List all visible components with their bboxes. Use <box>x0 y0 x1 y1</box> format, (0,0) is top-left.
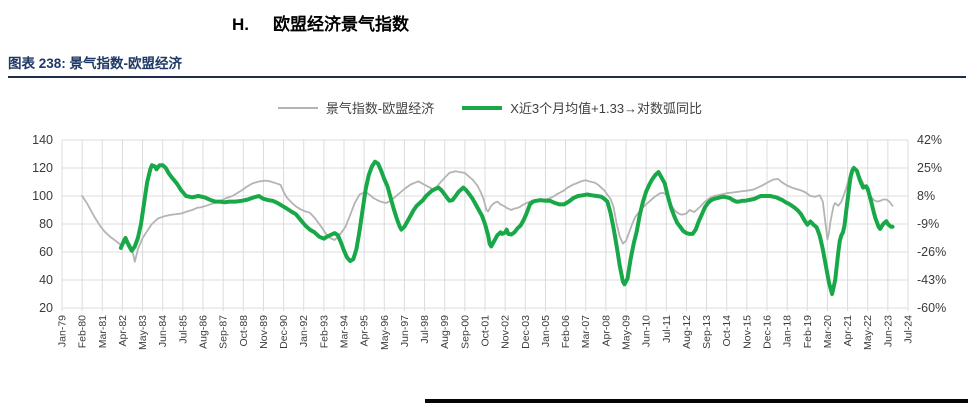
x-axis-tick-label: Mar-07 <box>580 315 592 348</box>
x-axis-tick-label: Nov-89 <box>258 315 270 349</box>
x-axis-tick-label: Aug-12 <box>681 315 693 349</box>
x-axis-tick-label: Mar-81 <box>97 315 109 348</box>
x-axis-tick-label: Dec-03 <box>520 315 532 349</box>
legend-label-transform: X近3个月均值+1.33→对数弧同比 <box>510 101 703 116</box>
x-axis-tick-label: Dec-16 <box>762 315 774 349</box>
x-axis-tick-label: Jul-98 <box>419 315 431 344</box>
section-number: H. <box>232 15 249 34</box>
x-axis-tick-label: Jul-24 <box>903 315 915 344</box>
x-axis-tick-label: May-09 <box>621 315 633 350</box>
caption-divider <box>8 76 966 78</box>
x-axis-tick-label: Oct-14 <box>721 315 733 347</box>
x-axis-tick-label: Jan-92 <box>298 315 310 347</box>
legend-label-index: 景气指数-欧盟经济 <box>325 101 435 116</box>
x-axis-tick-label: Apr-08 <box>600 315 612 347</box>
x-axis-tick-label: Apr-82 <box>117 315 129 347</box>
x-axis-tick-label: Aug-86 <box>198 315 210 349</box>
x-axis-tick-label: Sep-00 <box>459 315 471 349</box>
x-axis-tick-label: Feb-93 <box>318 315 330 348</box>
x-axis-tick-label: Feb-80 <box>77 315 89 348</box>
y-axis-left-tick-label: 120 <box>32 161 53 175</box>
section-title: 欧盟经济景气指数 <box>273 15 409 34</box>
x-axis-tick-label: Apr-95 <box>359 315 371 347</box>
figure-caption: 图表 238: 景气指数-欧盟经济 <box>8 56 183 71</box>
x-axis-tick-label: Jun-84 <box>157 315 169 347</box>
x-axis-tick-label: Nov-02 <box>500 315 512 349</box>
y-axis-left-tick-label: 100 <box>32 189 53 203</box>
x-axis-tick-label: Jul-11 <box>661 315 673 343</box>
y-axis-left-tick-label: 80 <box>39 217 53 231</box>
x-axis-tick-label: Aug-99 <box>439 315 451 349</box>
y-axis-right-tick-label: -43% <box>917 273 946 287</box>
y-axis-left-tick-label: 40 <box>39 273 53 287</box>
legend-item-index: 景气指数-欧盟经济 <box>277 98 435 117</box>
chart-legend: 景气指数-欧盟经济 X近3个月均值+1.33→对数弧同比 <box>0 98 980 117</box>
x-axis-tick-label: Jun-10 <box>641 315 653 347</box>
y-axis-right-tick-label: -26% <box>917 245 946 259</box>
y-axis-right-tick-label: 25% <box>917 161 942 175</box>
y-axis-right-tick-label: -9% <box>917 217 939 231</box>
x-axis-tick-label: Jan-18 <box>782 315 794 347</box>
x-axis-tick-label: Sep-87 <box>218 315 230 349</box>
x-axis-tick-label: Jan-05 <box>540 315 552 347</box>
x-axis-tick-label: Jun-97 <box>399 315 411 347</box>
x-axis-tick-label: Nov-15 <box>741 315 753 349</box>
legend-item-transform: X近3个月均值+1.33→对数弧同比 <box>462 98 702 117</box>
x-axis-tick-label: Feb-19 <box>802 315 814 348</box>
y-axis-right-tick-label: 8% <box>917 189 935 203</box>
x-axis-tick-label: Jun-23 <box>882 315 894 347</box>
x-axis-tick-label: May-96 <box>379 315 391 350</box>
x-axis-tick-label: Sep-13 <box>701 315 713 349</box>
x-axis-tick-label: Oct-88 <box>238 315 250 347</box>
x-axis-tick-label: Jul-85 <box>177 315 189 344</box>
x-axis-tick-label: May-83 <box>137 315 149 350</box>
series-line-sentiment-index <box>81 165 894 263</box>
y-axis-left-tick-label: 140 <box>32 133 53 147</box>
x-axis-tick-label: Oct-01 <box>480 315 492 347</box>
x-axis-tick-label: May-22 <box>862 315 874 350</box>
x-axis-tick-label: Apr-21 <box>842 315 854 347</box>
x-axis-tick-label: Mar-20 <box>822 315 834 348</box>
x-axis-tick-label: Feb-06 <box>560 315 572 348</box>
x-axis-tick-label: Dec-90 <box>278 315 290 349</box>
y-axis-left-tick-label: 20 <box>39 301 53 315</box>
gray-line-swatch <box>277 106 318 109</box>
y-axis-right-tick-label: 42% <box>917 133 942 147</box>
y-axis-left-tick-label: 60 <box>39 245 53 259</box>
page-title: H. 欧盟经济景气指数 <box>232 10 409 35</box>
footer-divider <box>425 399 968 403</box>
x-axis-tick-label: Mar-94 <box>339 315 351 348</box>
series-line-yoy-transform <box>118 159 895 296</box>
x-axis-tick-label: Jan-79 <box>57 315 69 347</box>
y-axis-right-tick-label: -60% <box>917 301 946 315</box>
green-line-swatch <box>462 105 503 110</box>
